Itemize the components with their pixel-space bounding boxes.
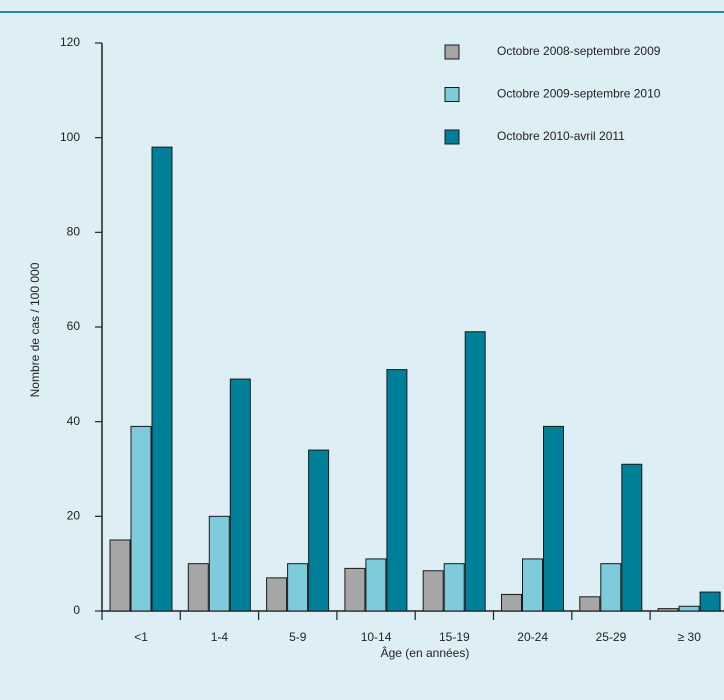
- bar: [443, 563, 465, 612]
- bar: [365, 558, 387, 612]
- x-tick-label: 20-24: [517, 630, 548, 644]
- x-tick-label: ≥ 30: [678, 630, 702, 644]
- bar: [543, 425, 564, 612]
- bar: [464, 331, 486, 612]
- bar: [600, 563, 622, 612]
- bar: [522, 558, 543, 612]
- y-tick-label: 80: [67, 225, 81, 239]
- bar: [699, 591, 721, 612]
- bar: [344, 567, 366, 612]
- bar: [501, 593, 522, 612]
- bar: [422, 570, 444, 612]
- bar: [109, 539, 131, 612]
- x-tick-label: 10-14: [361, 630, 392, 644]
- x-tick-label: 25-29: [596, 630, 627, 644]
- legend-label: Octobre 2008-septembre 2009: [497, 44, 661, 58]
- legend-label: Octobre 2009-septembre 2010: [497, 87, 661, 101]
- bar: [678, 605, 700, 612]
- x-tick-label: 15-19: [439, 630, 470, 644]
- y-tick-label: 120: [60, 35, 80, 49]
- y-axis-title: Nombre de cas / 100 000: [28, 262, 42, 397]
- y-tick-label: 40: [67, 414, 81, 428]
- bar: [266, 577, 288, 612]
- bar: [657, 608, 679, 612]
- y-tick-label: 20: [67, 509, 81, 523]
- y-tick-label: 100: [60, 130, 80, 144]
- y-tick-label: 60: [67, 319, 81, 333]
- x-tick-label: 5-9: [289, 630, 307, 644]
- bar: [287, 563, 309, 612]
- bar: [386, 369, 408, 612]
- y-tick-label: 0: [73, 603, 80, 617]
- legend-swatch: [444, 129, 460, 145]
- x-tick-label: <1: [134, 630, 148, 644]
- bar: [308, 449, 330, 612]
- legend-label: Octobre 2010-avril 2011: [497, 129, 625, 143]
- legend-swatch: [444, 44, 460, 60]
- bar: [621, 463, 643, 612]
- bar: [208, 515, 230, 612]
- x-tick-label: 1-4: [211, 630, 229, 644]
- bar: [151, 146, 173, 612]
- x-axis-title: Âge (en années): [381, 645, 470, 660]
- bar: [229, 378, 251, 612]
- bar: [187, 563, 209, 612]
- bar: [579, 596, 601, 612]
- legend-swatch: [444, 87, 460, 102]
- bar: [130, 425, 152, 612]
